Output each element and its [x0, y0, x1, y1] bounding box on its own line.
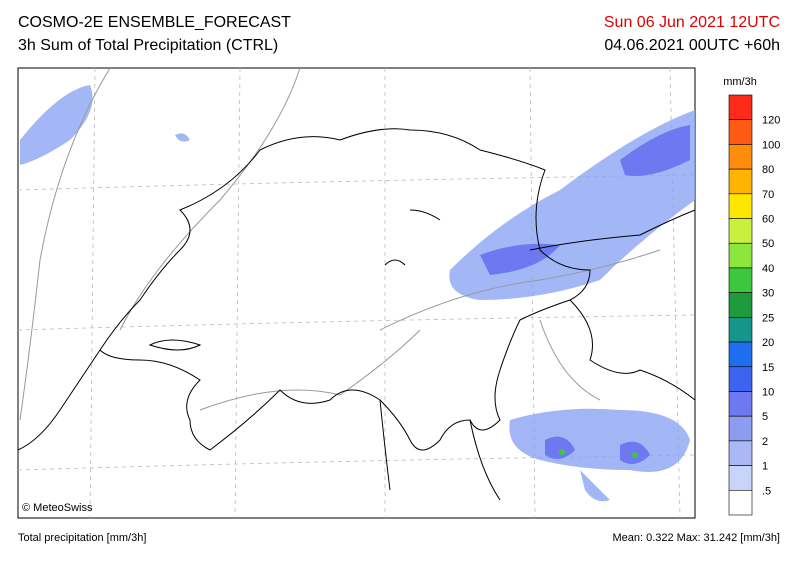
rivers	[19, 67, 661, 421]
colorbar-label: 60	[762, 214, 774, 226]
colorbar-label: 100	[762, 139, 780, 151]
colorbar-label: 40	[762, 263, 774, 275]
colorbar-label: 1	[762, 461, 768, 473]
colorbar-swatch	[728, 489, 753, 516]
colorbar-label: 70	[762, 189, 774, 201]
colorbar-swatch	[728, 267, 753, 293]
colorbar-label: 20	[762, 337, 774, 349]
colorbar-unit: mm/3h	[723, 76, 757, 88]
colorbar-swatch	[728, 415, 753, 442]
colorbar-swatch	[728, 94, 753, 121]
colorbar-swatch	[728, 317, 753, 343]
colorbar-label: 120	[762, 115, 780, 127]
colorbar-label: 10	[762, 386, 774, 398]
colorbar-label: .5	[762, 485, 771, 497]
colorbar-label: 5	[762, 411, 768, 423]
valid-time: Sun 06 Jun 2021 12UTC	[603, 14, 780, 31]
colorbar-swatch	[728, 119, 753, 145]
footer-left: Total precipitation [mm/3h]	[18, 532, 147, 544]
title: COSMO-2E ENSEMBLE_FORECAST	[18, 14, 291, 31]
colorbar-swatch	[728, 292, 753, 318]
colorbar-swatch	[728, 465, 753, 491]
borders	[17, 128, 696, 501]
map: © MeteoSwiss	[17, 67, 696, 519]
colorbar-swatch	[728, 168, 753, 195]
footer-right: Mean: 0.322 Max: 31.242 [mm/3h]	[612, 532, 780, 544]
colorbar-label: 50	[762, 238, 774, 250]
colorbar-swatch	[728, 440, 753, 466]
colorbar-swatch	[728, 218, 753, 244]
colorbar-label: 15	[762, 362, 774, 374]
colorbar-swatch	[728, 341, 753, 368]
colorbar-label: 2	[762, 436, 768, 448]
colorbar-swatch	[728, 242, 753, 269]
colorbar-label: 80	[762, 164, 774, 176]
subtitle: 3h Sum of Total Precipitation (CTRL)	[18, 37, 279, 54]
colorbar-swatch	[728, 193, 753, 219]
colorbar-swatch	[728, 144, 753, 170]
credit: © MeteoSwiss	[22, 502, 93, 514]
colorbar-swatch	[728, 366, 753, 392]
colorbar-label: 30	[762, 288, 774, 300]
colorbar-swatch	[728, 391, 753, 417]
colorbar-label: 25	[762, 312, 774, 324]
colorbar: mm/3h 120 100 80 70 60 50 40 30 25 20 15 10 5 2 1 .5	[723, 76, 780, 516]
run-time: 04.06.2021 00UTC +60h	[604, 37, 780, 54]
